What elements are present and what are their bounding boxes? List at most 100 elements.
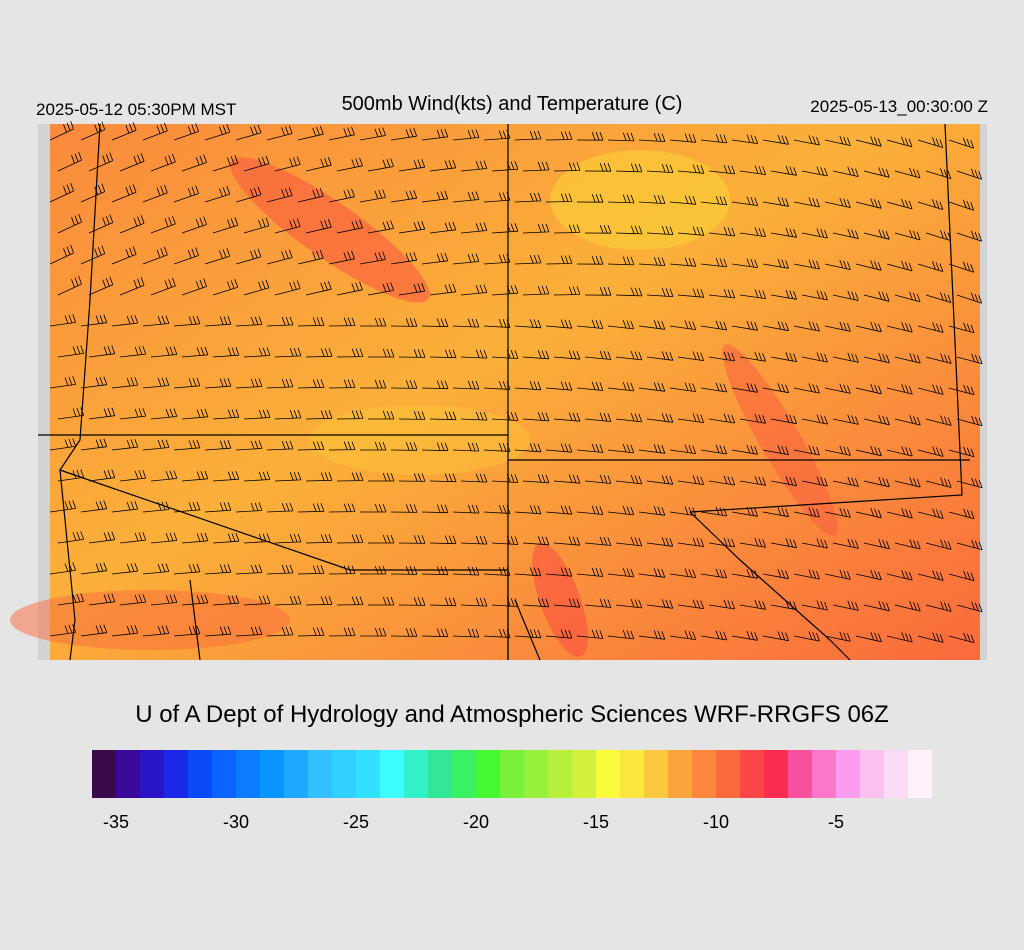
wind-barb — [266, 626, 294, 637]
wind-barb — [576, 629, 604, 639]
wind-barb — [57, 213, 82, 234]
wind-barb — [142, 563, 170, 575]
wind-barb — [359, 127, 386, 141]
wind-barb — [274, 471, 302, 482]
wind-barb — [770, 352, 797, 363]
wind-barb — [235, 626, 263, 637]
colorbar-cell — [260, 750, 285, 798]
wind-barb — [615, 474, 643, 485]
wind-barb — [576, 443, 604, 453]
wind-barb — [297, 503, 325, 513]
wind-barb — [49, 244, 74, 265]
wind-barb — [700, 506, 728, 517]
wind-barb — [390, 504, 418, 513]
wind-barb — [57, 469, 85, 482]
wind-barb — [274, 595, 302, 606]
wind-barb — [607, 505, 635, 516]
wind-barb — [305, 472, 333, 482]
wind-barb — [398, 473, 426, 482]
wind-barb — [57, 593, 85, 606]
colorbar-tick-label: -5 — [828, 812, 844, 832]
wind-barb — [669, 195, 697, 205]
wind-barb — [607, 443, 635, 454]
wind-barb — [452, 380, 480, 390]
wind-barb — [522, 598, 550, 608]
wind-barb — [708, 226, 736, 237]
wind-barb — [421, 380, 449, 390]
wind-barb — [925, 292, 952, 303]
wind-barb — [328, 379, 356, 389]
wind-barb — [700, 195, 728, 206]
wind-barb — [793, 135, 820, 146]
wind-barb — [297, 565, 325, 575]
wind-barb — [212, 347, 240, 358]
wind-barb — [917, 199, 944, 210]
wind-barb — [181, 470, 209, 482]
wind-barb — [576, 132, 604, 141]
wind-barb — [708, 164, 736, 175]
wind-barb — [638, 320, 666, 330]
wind-barb — [762, 507, 789, 518]
wind-barb — [328, 126, 355, 141]
wind-barb — [731, 506, 758, 517]
wind-barb — [111, 438, 139, 451]
colorbar: -35 -30 -25 -20 -15 -10 -5 — [92, 750, 933, 832]
wind-barb — [119, 153, 145, 172]
wind-barb — [545, 505, 573, 515]
wind-barb — [607, 319, 635, 330]
wind-barb — [49, 562, 77, 575]
wind-barb — [677, 475, 705, 485]
wind-barb — [111, 562, 139, 575]
wind-barb — [545, 443, 573, 453]
colorbar-cell — [188, 750, 213, 798]
wind-barb — [460, 411, 488, 421]
wind-barb — [731, 630, 758, 641]
wind-barb — [739, 599, 766, 610]
wind-barb — [615, 225, 643, 235]
wind-barb — [607, 629, 635, 640]
wind-barb — [832, 414, 859, 425]
wind-barb — [429, 221, 457, 234]
colorbar-cell — [548, 750, 573, 798]
wind-barb — [368, 596, 395, 606]
wind-barb — [368, 348, 395, 358]
wind-barb — [368, 534, 395, 544]
wind-barb — [739, 289, 767, 299]
colorbar-cell — [668, 750, 693, 798]
wind-barb — [181, 154, 207, 172]
colorbar-cell — [812, 750, 837, 798]
wind-barb — [925, 168, 952, 179]
wind-barb — [359, 189, 386, 203]
wind-barb — [88, 345, 116, 358]
wind-barb — [452, 253, 480, 265]
wind-barb — [863, 538, 890, 550]
wind-barb — [948, 384, 975, 396]
wind-barb — [173, 439, 201, 451]
wind-barb — [638, 256, 666, 266]
wind-barb — [801, 600, 828, 611]
colorbar-cell — [740, 750, 765, 798]
wind-barb — [863, 600, 890, 612]
wind-barb — [491, 161, 519, 172]
wind-barb — [57, 407, 85, 420]
wind-barb — [855, 260, 882, 271]
wind-barb — [483, 254, 511, 265]
wind-barb — [956, 292, 983, 304]
wind-barb — [274, 347, 302, 358]
wind-barb — [150, 215, 176, 234]
wind-barb — [460, 535, 488, 545]
colorbar-cell — [140, 750, 165, 798]
wind-barb — [452, 191, 480, 203]
wind-barb — [545, 319, 573, 329]
wind-barb — [460, 597, 488, 607]
wind-barb — [700, 568, 728, 579]
wind-barb — [522, 161, 550, 172]
wind-barb — [886, 322, 913, 333]
wind-barb — [545, 567, 573, 577]
wind-barb — [855, 321, 882, 333]
wind-barb — [483, 318, 511, 328]
wind-barb — [111, 376, 139, 389]
wind-barb — [390, 442, 418, 451]
wind-barb — [739, 537, 766, 548]
